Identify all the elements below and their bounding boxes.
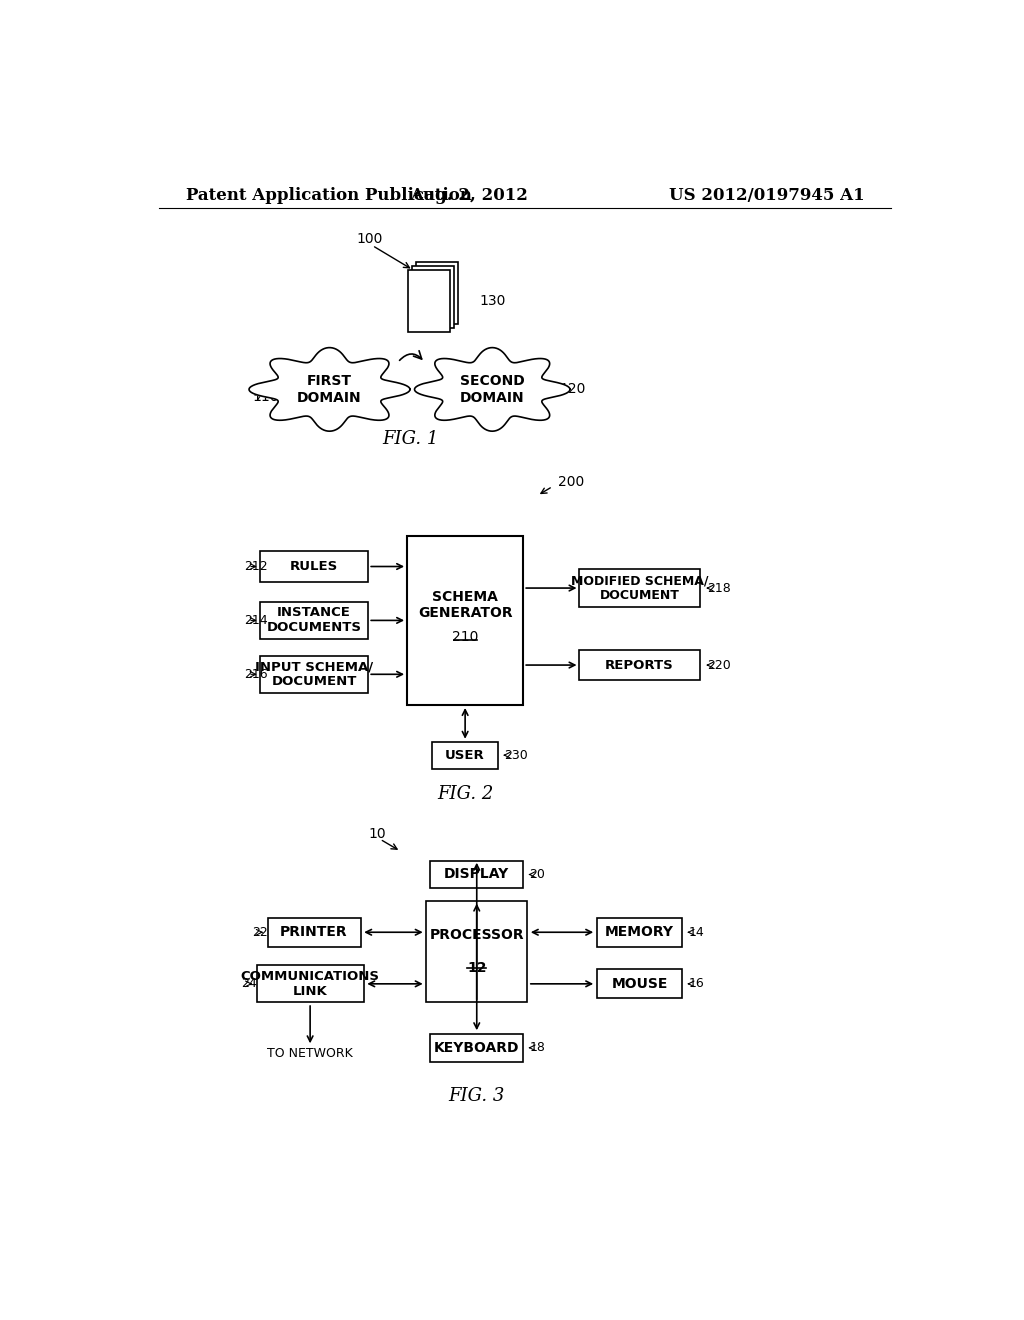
Text: FIG. 2: FIG. 2 bbox=[437, 784, 494, 803]
Text: 200: 200 bbox=[558, 475, 585, 488]
Text: INSTANCE
DOCUMENTS: INSTANCE DOCUMENTS bbox=[266, 606, 361, 635]
Text: USER: USER bbox=[445, 748, 485, 762]
FancyBboxPatch shape bbox=[257, 965, 364, 1002]
Text: SCHEMA
GENERATOR: SCHEMA GENERATOR bbox=[418, 590, 512, 620]
Text: RULES: RULES bbox=[290, 560, 338, 573]
Text: 210: 210 bbox=[452, 631, 478, 644]
Text: 218: 218 bbox=[708, 582, 731, 594]
Text: 220: 220 bbox=[708, 659, 731, 672]
Text: INPUT SCHEMA/
DOCUMENT: INPUT SCHEMA/ DOCUMENT bbox=[255, 660, 373, 688]
FancyBboxPatch shape bbox=[416, 263, 458, 323]
Text: PRINTER: PRINTER bbox=[281, 925, 348, 940]
FancyBboxPatch shape bbox=[407, 536, 523, 705]
Text: DISPLAY: DISPLAY bbox=[444, 867, 509, 882]
Text: FIG. 1: FIG. 1 bbox=[383, 430, 439, 449]
FancyBboxPatch shape bbox=[430, 1034, 523, 1061]
FancyBboxPatch shape bbox=[260, 552, 369, 582]
Text: MODIFIED SCHEMA/
DOCUMENT: MODIFIED SCHEMA/ DOCUMENT bbox=[570, 574, 709, 602]
Text: 10: 10 bbox=[369, 828, 386, 841]
Text: Aug. 2, 2012: Aug. 2, 2012 bbox=[410, 187, 528, 203]
Text: 216: 216 bbox=[245, 668, 268, 681]
FancyBboxPatch shape bbox=[408, 271, 451, 331]
Text: COMMUNICATIONS
LINK: COMMUNICATIONS LINK bbox=[241, 970, 380, 998]
Text: 130: 130 bbox=[479, 294, 506, 308]
Text: MEMORY: MEMORY bbox=[605, 925, 674, 940]
Text: SECOND
DOMAIN: SECOND DOMAIN bbox=[460, 375, 524, 404]
Polygon shape bbox=[415, 347, 570, 432]
Text: 24: 24 bbox=[241, 977, 257, 990]
FancyBboxPatch shape bbox=[260, 602, 369, 639]
FancyArrowPatch shape bbox=[399, 351, 422, 360]
Text: US 2012/0197945 A1: US 2012/0197945 A1 bbox=[669, 187, 864, 203]
Text: PROCESSOR

12: PROCESSOR 12 bbox=[429, 928, 524, 974]
Text: 22: 22 bbox=[252, 925, 267, 939]
Text: MOUSE: MOUSE bbox=[611, 977, 668, 991]
Polygon shape bbox=[249, 347, 410, 432]
Text: 16: 16 bbox=[688, 977, 705, 990]
Text: FIG. 3: FIG. 3 bbox=[449, 1088, 505, 1105]
Text: 212: 212 bbox=[245, 560, 268, 573]
Text: 100: 100 bbox=[356, 232, 383, 247]
FancyBboxPatch shape bbox=[580, 649, 699, 681]
Text: TO NETWORK: TO NETWORK bbox=[267, 1047, 353, 1060]
FancyBboxPatch shape bbox=[430, 861, 523, 888]
Text: 230: 230 bbox=[504, 748, 528, 762]
Text: 20: 20 bbox=[529, 869, 546, 880]
Text: 14: 14 bbox=[688, 925, 705, 939]
FancyBboxPatch shape bbox=[412, 267, 455, 327]
FancyBboxPatch shape bbox=[267, 917, 360, 946]
FancyBboxPatch shape bbox=[597, 969, 682, 998]
Text: 18: 18 bbox=[529, 1041, 546, 1055]
Text: KEYBOARD: KEYBOARD bbox=[434, 1040, 519, 1055]
Text: 120: 120 bbox=[560, 383, 586, 396]
FancyBboxPatch shape bbox=[580, 569, 699, 607]
Text: 110: 110 bbox=[252, 391, 279, 404]
Text: FIRST
DOMAIN: FIRST DOMAIN bbox=[297, 375, 361, 404]
Text: Patent Application Publication: Patent Application Publication bbox=[186, 187, 472, 203]
FancyBboxPatch shape bbox=[432, 742, 498, 768]
FancyBboxPatch shape bbox=[426, 902, 527, 1002]
Text: REPORTS: REPORTS bbox=[605, 659, 674, 672]
FancyBboxPatch shape bbox=[260, 656, 369, 693]
FancyBboxPatch shape bbox=[597, 917, 682, 946]
Text: 214: 214 bbox=[245, 614, 268, 627]
